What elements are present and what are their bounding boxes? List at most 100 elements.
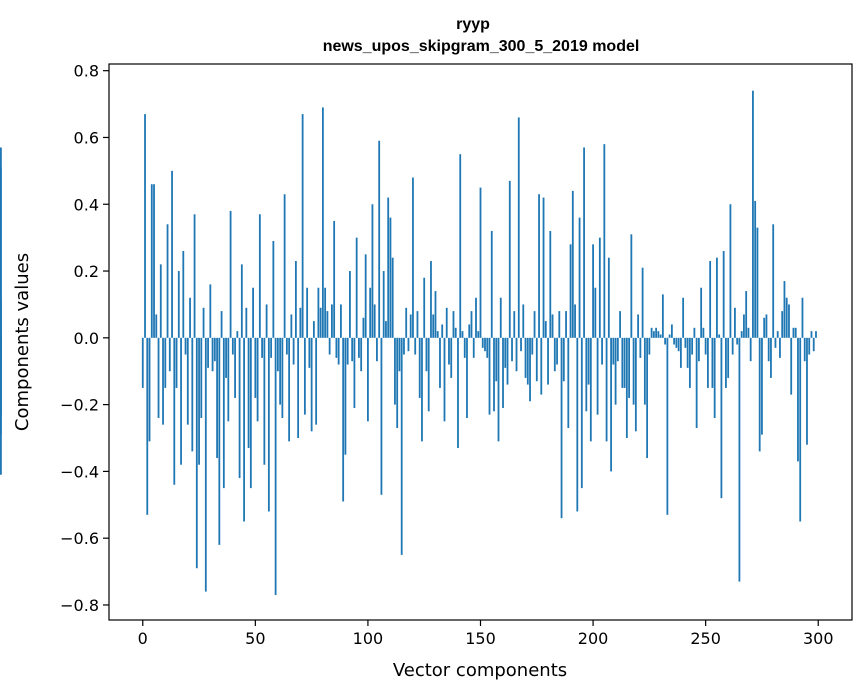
x-axis-label: Vector components: [393, 660, 567, 681]
bar: [655, 327, 658, 338]
bar: [562, 337, 565, 382]
bar: [340, 304, 342, 338]
bar: [698, 337, 700, 362]
bar: [202, 307, 205, 338]
bar: [758, 337, 761, 452]
bar: [425, 337, 428, 372]
bar: [643, 337, 646, 405]
bars-group: [0, 90, 817, 595]
bar: [713, 337, 716, 418]
bar: [511, 337, 513, 362]
bar: [335, 337, 338, 358]
bar: [218, 337, 221, 545]
bar: [276, 337, 279, 372]
bar: [358, 337, 360, 358]
bar: [191, 337, 194, 452]
bar: [646, 337, 649, 459]
bar: [279, 337, 282, 405]
bar: [531, 337, 534, 355]
bar: [360, 337, 363, 372]
y-tick-label: −0.4: [60, 462, 99, 481]
bar: [803, 337, 806, 362]
bar: [454, 327, 457, 338]
bar: [540, 337, 543, 395]
bar: [725, 337, 727, 388]
bar: [324, 287, 327, 338]
y-tick-label: 0.2: [74, 262, 99, 281]
bar: [808, 337, 811, 355]
x-tick-label: 250: [690, 629, 721, 648]
bar: [243, 337, 245, 522]
bar: [497, 337, 500, 442]
bar: [162, 337, 164, 425]
bar: [752, 90, 754, 338]
bar: [267, 337, 270, 512]
bar: [180, 337, 182, 465]
bar: [648, 337, 651, 355]
bar: [155, 314, 158, 338]
bar: [481, 337, 484, 348]
bar: [353, 337, 356, 408]
bar: [249, 337, 252, 489]
bar: [231, 337, 234, 355]
bar: [754, 200, 757, 338]
bar: [427, 337, 430, 412]
bar: [499, 297, 502, 338]
y-axis-ticks: −0.8 −0.6 −0.4 −0.2 0.0 0.2 0.4 0.6 0.8: [60, 62, 109, 615]
bar: [385, 321, 387, 338]
bar: [382, 271, 385, 338]
bar: [367, 337, 369, 422]
bar: [517, 117, 520, 338]
bar: [490, 230, 493, 338]
bar: [319, 307, 322, 338]
bar: [502, 337, 504, 408]
bar: [216, 337, 218, 459]
bar: [668, 334, 671, 338]
bar: [792, 327, 795, 338]
bar: [351, 337, 354, 362]
bar: [331, 304, 333, 338]
chart-subtitle: news_upos_skipgram_300_5_2019 model: [323, 38, 640, 55]
bar: [333, 220, 336, 338]
bar: [236, 331, 239, 338]
bar: [193, 214, 196, 338]
bar: [141, 337, 144, 388]
bar: [567, 337, 570, 428]
bar: [549, 230, 552, 338]
bar: [288, 337, 291, 442]
bar: [587, 337, 590, 385]
bar: [529, 337, 531, 402]
bar: [409, 314, 412, 338]
bar: [400, 337, 403, 555]
bar: [601, 337, 603, 365]
bar: [247, 337, 250, 449]
bar: [303, 337, 306, 415]
bar: [812, 337, 815, 352]
bar: [556, 337, 558, 365]
bar: [290, 314, 293, 338]
bar: [637, 314, 640, 338]
bar: [797, 337, 799, 462]
bar: [670, 324, 673, 338]
y-tick-label: 0.8: [74, 62, 99, 81]
bar: [745, 291, 748, 338]
bar: [592, 244, 594, 338]
bar: [677, 337, 680, 352]
bar: [0, 167, 2, 338]
y-tick-label: 0.0: [74, 329, 99, 348]
bar: [240, 264, 243, 338]
bar: [391, 257, 394, 338]
bar: [346, 337, 349, 365]
bar: [596, 337, 599, 415]
y-tick-label: 0.6: [74, 128, 99, 147]
bar: [772, 224, 775, 338]
y-axis-label: Components values: [12, 253, 33, 431]
bar: [538, 194, 540, 338]
bar: [148, 337, 151, 442]
bar: [312, 321, 315, 338]
bar: [468, 324, 471, 338]
bar: [770, 337, 772, 378]
bar: [749, 337, 752, 362]
bar: [734, 307, 736, 338]
bar: [378, 140, 381, 338]
